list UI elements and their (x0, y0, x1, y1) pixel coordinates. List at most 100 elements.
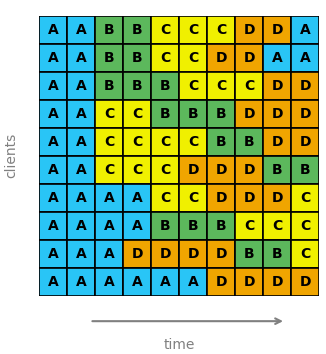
Text: D: D (215, 191, 227, 205)
Text: C: C (160, 163, 170, 177)
Text: D: D (244, 51, 255, 65)
Bar (67, 72, 95, 100)
Bar (235, 100, 263, 128)
Text: D: D (272, 79, 283, 93)
Bar (235, 268, 263, 296)
Bar (263, 44, 291, 72)
Bar (123, 44, 151, 72)
Text: B: B (132, 23, 142, 36)
Text: B: B (160, 79, 170, 93)
Bar (207, 44, 235, 72)
Text: C: C (160, 23, 170, 36)
Text: C: C (104, 163, 114, 177)
Text: C: C (160, 135, 170, 149)
Text: B: B (132, 51, 142, 65)
Bar (39, 268, 67, 296)
Bar (179, 100, 207, 128)
Text: A: A (76, 191, 86, 205)
Text: A: A (104, 275, 114, 289)
Bar (39, 100, 67, 128)
Bar (235, 16, 263, 44)
Text: B: B (272, 247, 283, 261)
Bar (151, 212, 179, 240)
Text: C: C (216, 23, 227, 36)
Text: B: B (300, 163, 311, 177)
Bar (207, 268, 235, 296)
Bar (263, 100, 291, 128)
Text: B: B (132, 79, 142, 93)
Bar (151, 44, 179, 72)
Text: A: A (48, 23, 58, 36)
Text: C: C (188, 51, 199, 65)
Bar (291, 212, 319, 240)
Bar (207, 156, 235, 184)
Text: A: A (48, 275, 58, 289)
Bar (39, 128, 67, 156)
Bar (67, 156, 95, 184)
Text: A: A (272, 51, 283, 65)
Bar (67, 44, 95, 72)
Bar (291, 268, 319, 296)
Text: B: B (160, 219, 170, 233)
Bar (235, 44, 263, 72)
Text: D: D (131, 247, 143, 261)
Text: A: A (132, 191, 142, 205)
Text: C: C (160, 191, 170, 205)
Bar (291, 100, 319, 128)
Text: C: C (188, 23, 199, 36)
Bar (263, 212, 291, 240)
Bar (235, 212, 263, 240)
Bar (123, 212, 151, 240)
Bar (39, 212, 67, 240)
Text: D: D (187, 247, 199, 261)
Text: C: C (188, 79, 199, 93)
Bar (39, 184, 67, 212)
Bar (291, 72, 319, 100)
Bar (235, 156, 263, 184)
Text: D: D (300, 135, 311, 149)
Bar (207, 16, 235, 44)
Text: A: A (188, 275, 199, 289)
Bar (123, 72, 151, 100)
Text: C: C (216, 79, 227, 93)
Bar (39, 156, 67, 184)
Bar (263, 184, 291, 212)
Bar (291, 16, 319, 44)
Text: D: D (215, 51, 227, 65)
Bar (123, 240, 151, 268)
Bar (207, 72, 235, 100)
Bar (263, 240, 291, 268)
Text: A: A (104, 247, 114, 261)
Bar (39, 240, 67, 268)
Bar (95, 100, 123, 128)
Text: clients: clients (4, 133, 18, 178)
Text: C: C (188, 191, 199, 205)
Bar (179, 240, 207, 268)
Text: C: C (104, 135, 114, 149)
Text: D: D (159, 247, 171, 261)
Text: A: A (132, 275, 142, 289)
Text: time: time (164, 338, 195, 352)
Text: A: A (48, 107, 58, 121)
Text: A: A (48, 79, 58, 93)
Bar (67, 240, 95, 268)
Bar (179, 268, 207, 296)
Bar (263, 128, 291, 156)
Text: A: A (76, 79, 86, 93)
Bar (151, 240, 179, 268)
Text: B: B (216, 219, 227, 233)
Text: C: C (300, 191, 311, 205)
Bar (95, 156, 123, 184)
Bar (95, 44, 123, 72)
Bar (179, 184, 207, 212)
Bar (291, 240, 319, 268)
Text: B: B (188, 107, 199, 121)
Text: D: D (272, 191, 283, 205)
Text: C: C (300, 219, 311, 233)
Bar (95, 240, 123, 268)
Text: A: A (160, 275, 170, 289)
Text: A: A (300, 51, 311, 65)
Bar (67, 184, 95, 212)
Text: A: A (76, 23, 86, 36)
Text: A: A (76, 275, 86, 289)
